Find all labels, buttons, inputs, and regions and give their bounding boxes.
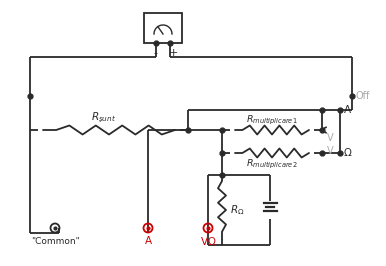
Text: -: - [153,48,157,58]
Text: V: V [327,146,334,156]
Text: V$\Omega$: V$\Omega$ [200,235,216,247]
Text: Ω: Ω [344,148,352,158]
Text: $R_{\Omega}$: $R_{\Omega}$ [230,203,244,217]
FancyBboxPatch shape [144,13,182,43]
Text: $R_{şunt}$: $R_{şunt}$ [91,111,117,125]
Text: $R_{multiplicare1}$: $R_{multiplicare1}$ [246,114,298,127]
Text: $R_{multiplicare2}$: $R_{multiplicare2}$ [246,157,298,171]
Text: "Common": "Common" [30,236,80,246]
Text: +: + [168,48,178,58]
Text: V: V [327,133,334,143]
Text: A: A [144,236,152,246]
Text: A: A [344,105,351,115]
Text: Off: Off [356,91,371,101]
